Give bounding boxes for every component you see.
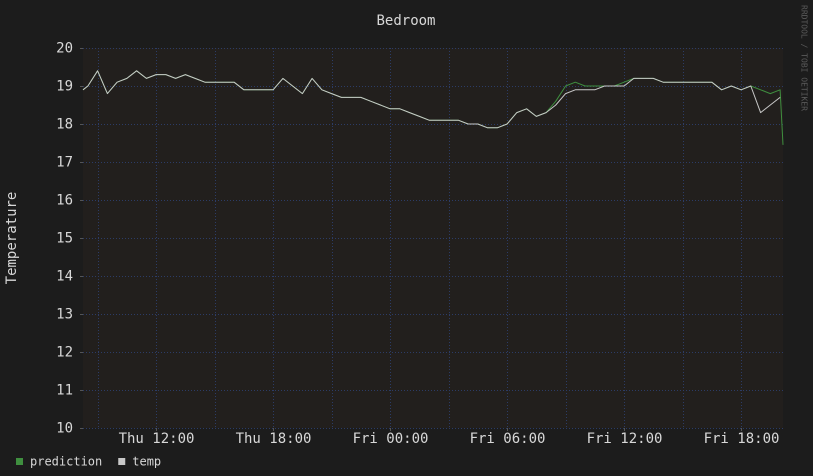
y-tick-label: 17 (56, 155, 73, 171)
x-tick-label: Fri 00:00 (353, 431, 429, 447)
y-axis-label: Temperature (4, 192, 20, 285)
chart-title: Bedroom (376, 13, 435, 29)
x-tick-label: Fri 18:00 (704, 431, 780, 447)
y-tick-label: 18 (56, 117, 73, 133)
grid (80, 48, 783, 431)
y-tick-label: 11 (56, 383, 73, 399)
x-tick-label: Fri 12:00 (587, 431, 663, 447)
y-tick-label: 15 (56, 231, 73, 247)
y-tick-label: 13 (56, 307, 73, 323)
labels: 10 11 12 13 14 15 16 17 18 19 20 Thu 12:00 Thu 18:00… (56, 41, 779, 448)
x-tick-label: Thu 12:00 (119, 431, 195, 447)
x-tick-label: Fri 06:00 (470, 431, 546, 447)
y-tick-label: 19 (56, 79, 73, 95)
series-line (82, 70, 781, 129)
y-tick-label: 10 (56, 421, 73, 437)
legend-label: prediction (30, 455, 102, 469)
x-tick-label: Thu 18:00 (236, 431, 312, 447)
y-tick-label: 14 (56, 269, 73, 285)
legend-swatch (118, 458, 126, 465)
legend-label: temp (132, 455, 161, 469)
legend: prediction temp (16, 455, 161, 469)
y-tick-label: 20 (56, 41, 73, 57)
y-tick-label: 16 (56, 193, 73, 209)
watermark: RRDTOOL / TOBI OETIKER (800, 5, 809, 111)
legend-swatch (16, 458, 23, 465)
y-tick-label: 12 (56, 345, 73, 361)
plot-area (83, 48, 783, 428)
lines (82, 70, 784, 145)
